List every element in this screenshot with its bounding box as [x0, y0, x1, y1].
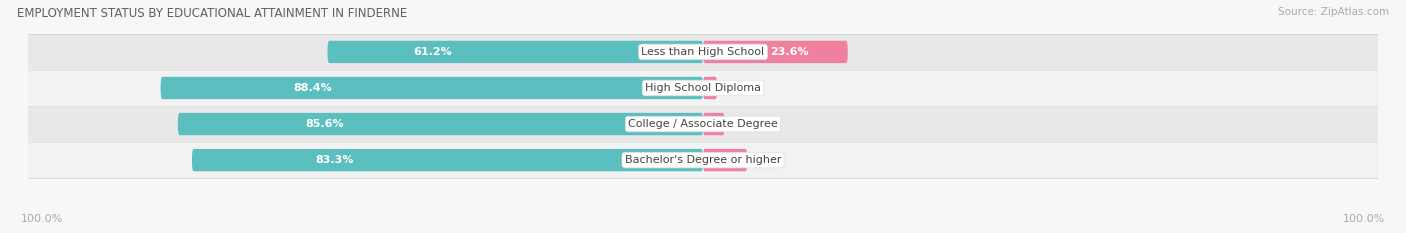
- Text: 23.6%: 23.6%: [770, 47, 810, 57]
- Text: 3.5%: 3.5%: [700, 119, 731, 129]
- Text: College / Associate Degree: College / Associate Degree: [628, 119, 778, 129]
- Text: 2.3%: 2.3%: [696, 83, 727, 93]
- Text: EMPLOYMENT STATUS BY EDUCATIONAL ATTAINMENT IN FINDERNE: EMPLOYMENT STATUS BY EDUCATIONAL ATTAINM…: [17, 7, 408, 20]
- Text: Less than High School: Less than High School: [641, 47, 765, 57]
- FancyBboxPatch shape: [703, 113, 724, 135]
- Text: 83.3%: 83.3%: [316, 155, 354, 165]
- Text: 100.0%: 100.0%: [21, 214, 63, 224]
- Text: High School Diploma: High School Diploma: [645, 83, 761, 93]
- Text: Source: ZipAtlas.com: Source: ZipAtlas.com: [1278, 7, 1389, 17]
- Text: 88.4%: 88.4%: [292, 83, 332, 93]
- FancyBboxPatch shape: [703, 149, 747, 171]
- Bar: [28, 106, 1378, 142]
- Text: Bachelor's Degree or higher: Bachelor's Degree or higher: [624, 155, 782, 165]
- FancyBboxPatch shape: [177, 113, 703, 135]
- Bar: [28, 70, 1378, 106]
- Text: 7.2%: 7.2%: [714, 155, 745, 165]
- FancyBboxPatch shape: [160, 77, 703, 99]
- FancyBboxPatch shape: [193, 149, 703, 171]
- FancyBboxPatch shape: [703, 77, 717, 99]
- FancyBboxPatch shape: [328, 41, 703, 63]
- Text: 85.6%: 85.6%: [305, 119, 344, 129]
- Text: 61.2%: 61.2%: [413, 47, 453, 57]
- Text: 100.0%: 100.0%: [1343, 214, 1385, 224]
- Bar: [28, 34, 1378, 70]
- Bar: [28, 142, 1378, 178]
- FancyBboxPatch shape: [703, 41, 848, 63]
